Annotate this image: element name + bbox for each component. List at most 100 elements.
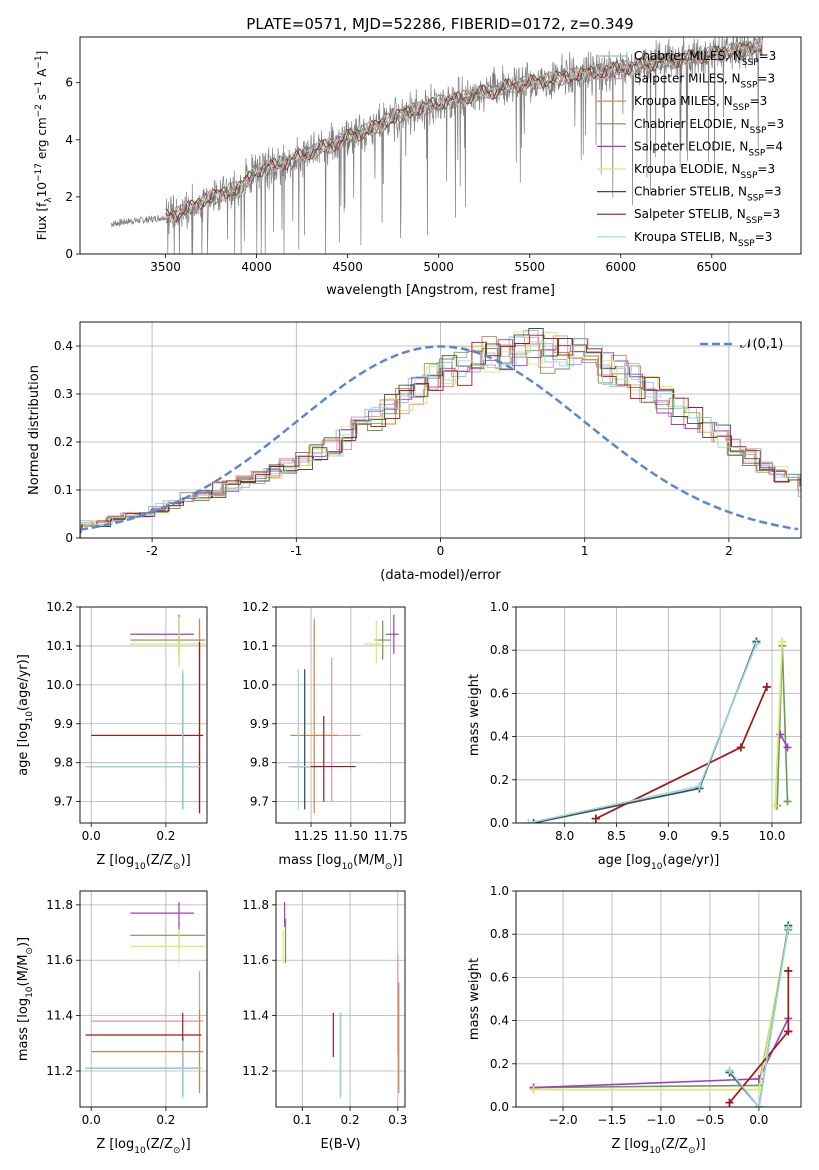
x-axis-label: Z [log10(Z/Z⊙)] (611, 1137, 705, 1156)
legend-label-gaussian: 𝒩(0,1) (740, 337, 783, 352)
x-tick-label: 0 (437, 544, 445, 558)
y-tick-label: 0.4 (490, 730, 509, 744)
x-tick-label: 10.0 (759, 829, 786, 843)
legend-label-kroupa_stelib: Kroupa STELIB, NSSP=3 (634, 230, 772, 249)
y-tick-label: 0.4 (490, 1014, 509, 1028)
y-tick-label: 2 (65, 190, 73, 204)
y-tick-label: 11.4 (46, 1009, 73, 1023)
x-tick-label: 11.50 (334, 829, 368, 843)
x-tick-label: −0.5 (695, 1113, 724, 1127)
series-marker-salpeter_stelib (736, 743, 745, 752)
histogram-kroupa_stelib (80, 337, 801, 538)
model-spectrum-kroupa_stelib (165, 38, 763, 223)
y-tick-label: 0.6 (490, 686, 509, 700)
y-tick-label: 9.8 (54, 756, 73, 770)
model-spectrum-kroupa_elodie (165, 40, 763, 219)
legend-label-chabrier_stelib: Chabrier STELIB, NSSP=3 (634, 185, 782, 204)
y-tick-label: 0.6 (490, 970, 509, 984)
series-marker-salpeter_stelib (725, 1098, 734, 1107)
legend-label-chabrier_elodie: Chabrier ELODIE, NSSP=3 (634, 117, 784, 136)
y-tick-label: 11.6 (46, 953, 73, 967)
legend-label-salpeter_stelib: Salpeter STELIB, NSSP=3 (634, 207, 780, 226)
x-tick-label: -1 (290, 544, 302, 558)
y-tick-label: 1.0 (490, 884, 509, 898)
y-tick-label: 11.6 (242, 953, 269, 967)
y-tick-label: 4 (65, 133, 73, 147)
x-tick-label: −1.0 (646, 1113, 675, 1127)
y-tick-label: 9.7 (250, 795, 269, 809)
legend-label-kroupa_elodie: Kroupa ELODIE, NSSP=3 (634, 162, 775, 181)
histogram-kroupa_elodie (80, 331, 801, 538)
axes-frame (79, 36, 802, 255)
spectrum-legend: Chabrier MILES, NSSP=3 Salpeter MILES, NS… (597, 49, 784, 249)
x-tick-label: 0.3 (388, 1113, 407, 1127)
series-marker-salpeter_stelib (762, 682, 771, 691)
legend-label-salpeter_miles: Salpeter MILES, NSSP=3 (634, 72, 775, 91)
x-tick-label: 2 (725, 544, 733, 558)
x-tick-label: 0.1 (293, 1113, 312, 1127)
panel-residuals: -2 -1 0 1 2 0 0.1 0.2 0.3 0.4 𝒩(0,1) (data-model)/e… (27, 321, 802, 583)
y-tick-label: 11.8 (46, 898, 73, 912)
gaussian-curve (80, 345, 799, 531)
panel-massweight_vs_age: 8.0 8.5 9.0 9.5 10.0 0.0 0.2 0.4 0.6 0.8 1.0 age [l… (467, 600, 802, 872)
x-tick-label: 5000 (423, 260, 454, 274)
series-marker-salpeter_stelib (784, 1027, 793, 1036)
x-axis-label: age [log10(age/yr)] (598, 853, 720, 872)
x-axis-label: wavelength [Angstrom, rest frame] (326, 283, 555, 298)
series-marker-kroupa_stelib (524, 819, 533, 823)
x-axis-label: (data-model)/error (380, 568, 501, 583)
x-axis-label: Z [log10(Z/Z⊙)] (96, 1137, 190, 1156)
histogram-salpeter_stelib (80, 334, 801, 538)
histogram-chabrier_stelib (80, 328, 801, 538)
histogram-salpeter_elodie (80, 339, 801, 538)
panel-age_vs_mass: 11.25 11.50 11.75 9.7 9.8 9.9 10.0 10.1 10.2 mass… (242, 600, 408, 872)
x-tick-label: 9.5 (711, 829, 730, 843)
figure-title: PLATE=0571, MJD=52286, FIBERID=0172, z=0… (246, 15, 633, 33)
series-marker-salpeter_stelib (784, 966, 793, 975)
axes-frame (79, 321, 802, 539)
model-spectrum-chabrier_elodie (165, 37, 763, 224)
y-tick-label: 6 (65, 76, 73, 90)
x-tick-label: 6500 (697, 260, 728, 274)
x-tick-label: 9.0 (659, 829, 678, 843)
series-line-kroupa_stelib (728, 927, 790, 1107)
legend-label-salpeter_elodie: Salpeter ELODIE, NSSP=4 (634, 139, 783, 158)
x-tick-label: 11.25 (294, 829, 328, 843)
x-tick-label: 5500 (514, 260, 545, 274)
x-tick-label: -2 (146, 544, 158, 558)
panel-age_vs_Z: 0.0 0.2 9.7 9.8 9.9 10.0 10.1 10.2 Z [log10(Z/Z⊙… (16, 600, 208, 872)
legend-label-kroupa_miles: Kroupa MILES, NSSP=3 (634, 94, 767, 113)
x-tick-label: 4500 (332, 260, 363, 274)
plot-area (524, 637, 792, 823)
x-tick-label: 8.5 (607, 829, 626, 843)
axes-frame (515, 606, 802, 824)
y-tick-label: 0.0 (490, 1100, 509, 1114)
y-tick-label: 9.9 (250, 717, 269, 731)
x-tick-label: 0.2 (156, 1113, 175, 1127)
y-tick-label: 0.2 (54, 435, 73, 449)
y-axis-label: mass [log10(M/M⊙)] (16, 937, 35, 1061)
series-line-kroupa_elodie (774, 641, 784, 806)
y-tick-label: 0.2 (490, 773, 509, 787)
plot-area (85, 614, 206, 814)
series-marker-chabrier_elodie (783, 797, 792, 806)
x-axis-label: mass [log10(M/M⊙)] (278, 853, 402, 872)
panel-mass_vs_Z: 0.0 0.2 11.2 11.4 11.6 11.8 Z [log10(Z/Z⊙)] mas… (16, 890, 208, 1156)
y-tick-label: 9.9 (54, 717, 73, 731)
y-tick-label: 10.0 (46, 678, 73, 692)
histogram-chabrier_elodie (80, 348, 801, 538)
x-tick-label: 8.0 (555, 829, 574, 843)
series-marker-kroupa_stelib (752, 639, 761, 648)
series-marker-kroupa_stelib (725, 1066, 734, 1075)
y-tick-label: 0.3 (54, 387, 73, 401)
axes-frame (79, 606, 208, 824)
y-tick-label: 11.8 (242, 898, 269, 912)
x-tick-label: −1.5 (597, 1113, 626, 1127)
y-tick-label: 9.7 (54, 795, 73, 809)
series-marker-kroupa_stelib (784, 923, 793, 932)
y-tick-label: 11.4 (242, 1009, 269, 1023)
x-tick-label: 0.0 (82, 829, 101, 843)
axes-frame (515, 890, 802, 1108)
y-axis-label: mass weight (467, 674, 482, 756)
plot-area (529, 921, 793, 1107)
